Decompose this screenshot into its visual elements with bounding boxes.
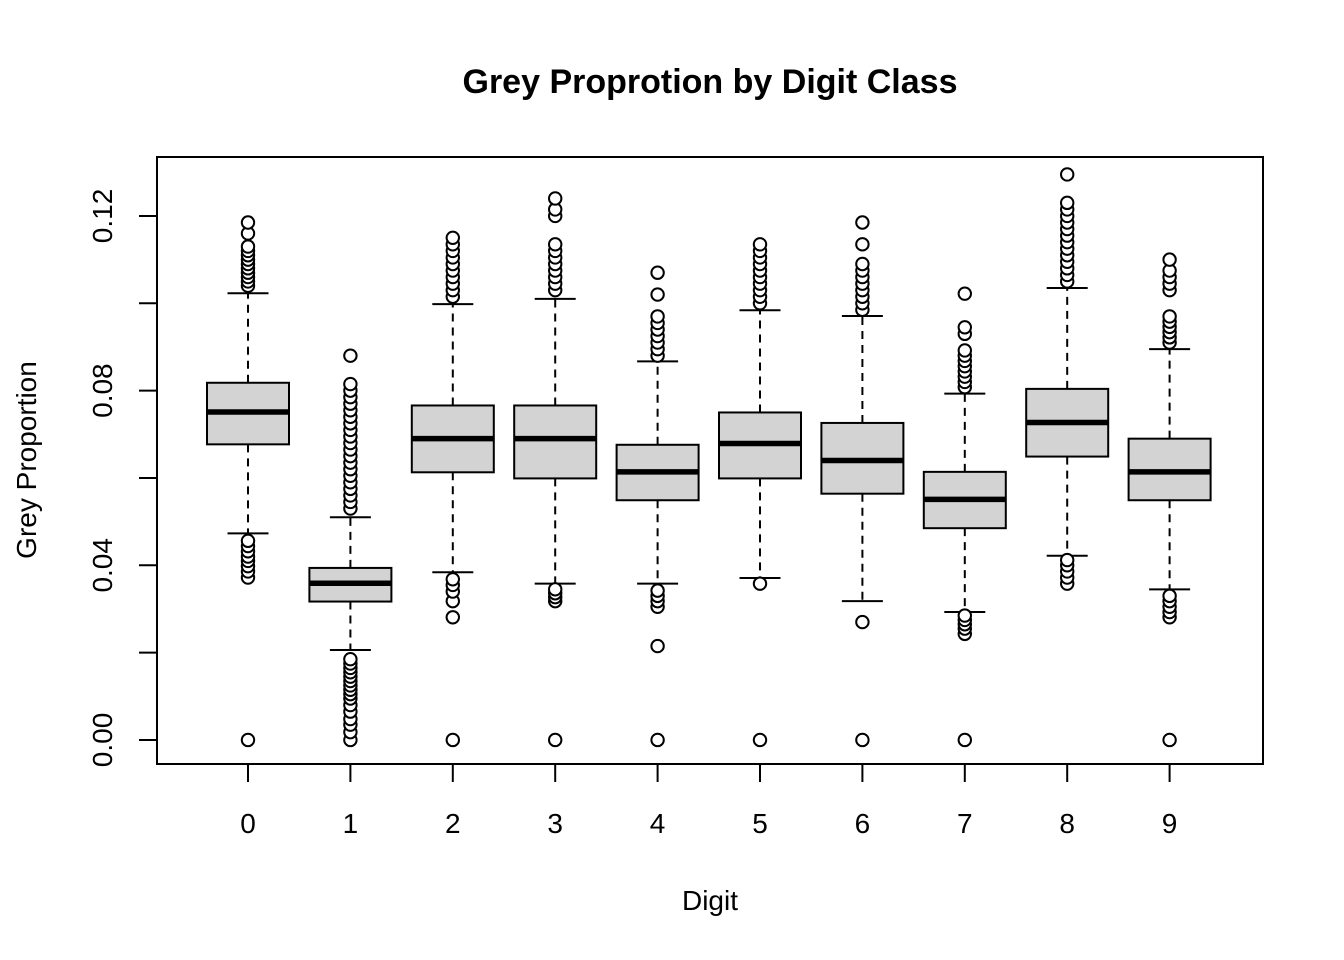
outlier-point	[343, 376, 358, 392]
box-7	[922, 286, 1007, 748]
outlier-point	[343, 651, 358, 667]
y-axis-label: Grey Proportion	[11, 361, 42, 559]
outlier-point	[752, 732, 768, 748]
outlier-point	[240, 239, 256, 254]
x-tick-label: 4	[650, 808, 666, 839]
outlier-point	[548, 732, 563, 748]
outlier-point	[650, 265, 665, 280]
x-tick-label: 2	[445, 808, 461, 839]
outlier-point	[650, 732, 665, 748]
outlier-point	[752, 576, 768, 591]
chart-title: Grey Proprotion by Digit Class	[463, 63, 958, 101]
outlier-point	[548, 237, 563, 252]
box-8	[1025, 167, 1110, 591]
box-4	[615, 265, 700, 748]
outlier-point	[240, 732, 256, 748]
outlier-point	[650, 309, 665, 324]
boxes-group	[206, 167, 1212, 748]
x-tick-label: 5	[752, 808, 768, 839]
y-tick-label: 0.00	[87, 713, 118, 768]
outlier-point	[650, 287, 665, 302]
x-tick-label: 8	[1059, 808, 1075, 839]
outlier-point	[445, 732, 460, 748]
outlier-point	[855, 237, 870, 252]
outlier-point	[752, 237, 768, 252]
outlier-point	[650, 583, 665, 598]
outlier-point	[1162, 309, 1177, 324]
box-2	[410, 230, 495, 748]
outlier-point	[240, 215, 256, 230]
x-axis: 0 1 2 3 4 5 6 7 8 9	[240, 763, 1178, 839]
outlier-point	[1162, 732, 1177, 748]
outlier-point	[343, 348, 358, 363]
outlier-point	[1060, 167, 1075, 182]
outlier-point	[1162, 588, 1177, 604]
x-tick-label: 7	[957, 808, 973, 839]
outlier-point	[548, 191, 563, 206]
outlier-point	[957, 608, 972, 623]
outlier-point	[855, 256, 870, 272]
box-1	[308, 348, 393, 748]
outlier-point	[1060, 552, 1075, 568]
x-tick-label: 9	[1162, 808, 1178, 839]
x-tick-label: 0	[240, 808, 256, 839]
outlier-point	[240, 533, 256, 549]
box-9	[1127, 252, 1212, 748]
outlier-point	[855, 614, 870, 630]
y-tick-label: 0.04	[87, 538, 118, 593]
plot-frame	[156, 156, 1264, 765]
box-iqr	[513, 404, 598, 480]
box-3	[513, 191, 598, 748]
outlier-point	[445, 572, 460, 587]
outlier-point	[957, 320, 972, 335]
outlier-point	[855, 215, 870, 230]
outlier-point	[548, 582, 563, 597]
outlier-point	[957, 286, 972, 301]
x-tick-label: 6	[855, 808, 871, 839]
outlier-point	[445, 230, 460, 245]
box-0	[206, 215, 290, 748]
y-tick-label: 0.12	[87, 189, 118, 244]
outlier-point	[855, 732, 870, 748]
outlier-point	[957, 343, 972, 358]
y-tick-label: 0.08	[87, 363, 118, 418]
y-axis: 0.00 0.04 0.08 0.12	[87, 189, 158, 768]
x-tick-label: 1	[343, 808, 359, 839]
outlier-point	[1060, 195, 1075, 211]
outlier-point	[957, 732, 972, 748]
x-axis-label: Digit	[682, 885, 738, 916]
box-5	[718, 237, 802, 748]
x-tick-label: 3	[547, 808, 563, 839]
outlier-point	[445, 610, 460, 625]
box-6	[820, 215, 905, 748]
outlier-point	[650, 638, 665, 654]
outlier-point	[1162, 252, 1177, 267]
